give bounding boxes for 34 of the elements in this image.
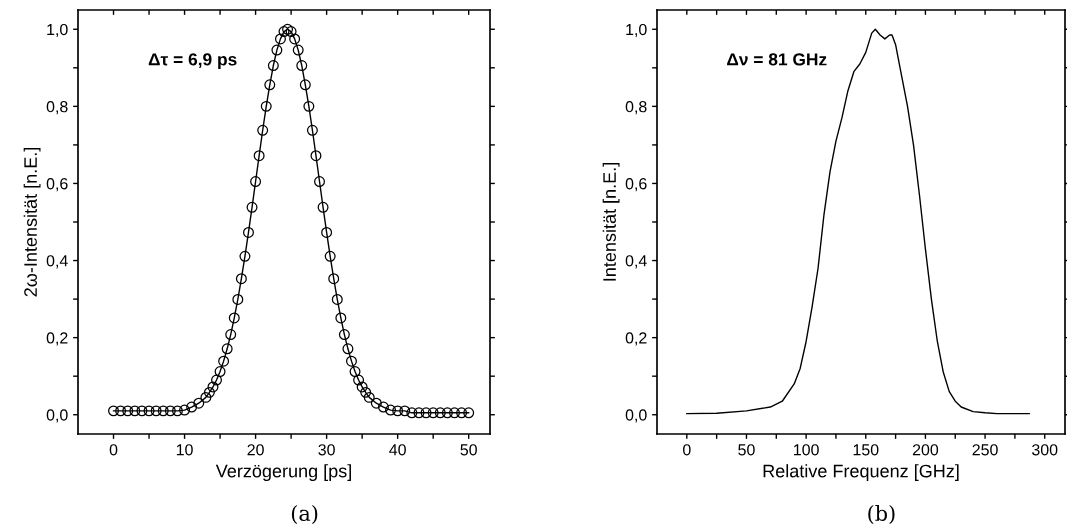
y-tick-label: 0,0 — [46, 409, 68, 423]
x-tick-label: 100 — [794, 444, 819, 456]
x-axis-title: Relative Frequenz [GHz] — [763, 464, 959, 481]
y-tick-label: 1,0 — [47, 23, 68, 38]
text: (a) — [291, 504, 318, 524]
x-tick-label: 50 — [460, 444, 477, 456]
y-tick-label: 0,6 — [625, 178, 647, 192]
x-tick-label: 0 — [109, 444, 118, 456]
y-tick-label: 0,6 — [46, 178, 68, 192]
x-tick-label: 200 — [912, 444, 939, 456]
y-axis-title: 2ω-Intensität [n.E.] — [23, 147, 41, 297]
x-tick-label: 20 — [247, 444, 264, 456]
x-tick-label: 10 — [176, 444, 193, 456]
text: (b) — [868, 504, 895, 524]
y-tick-label: 1,0 — [626, 23, 647, 38]
x-tick-label: 30 — [318, 444, 335, 456]
y-tick-label: 0,0 — [625, 409, 647, 423]
line-series — [686, 28, 1030, 415]
y-tick-label: 0,8 — [625, 101, 647, 115]
y-tick-label: 0,4 — [625, 255, 647, 269]
y-tick-label: 0,8 — [46, 101, 68, 115]
x-tick-label: 150 — [853, 444, 879, 456]
y-tick-label: 0,2 — [46, 332, 68, 346]
x-tick-label: 0 — [683, 444, 691, 456]
x-tick-label: 250 — [972, 444, 998, 456]
y-tick-label: 0,4 — [46, 255, 68, 269]
annotation: Δν = 81 GHz — [727, 53, 827, 66]
y-axis-title: Intensität [n.E.] — [602, 163, 620, 281]
x-tick-label: 300 — [1032, 444, 1058, 456]
y-tick-label: 0,2 — [625, 332, 647, 346]
x-tick-label: 50 — [738, 444, 755, 456]
x-tick-label: 40 — [389, 444, 406, 456]
x-axis-title: Verzögerung [ps] — [215, 464, 351, 481]
annotation: Δτ = 6,9 ps — [148, 53, 237, 69]
